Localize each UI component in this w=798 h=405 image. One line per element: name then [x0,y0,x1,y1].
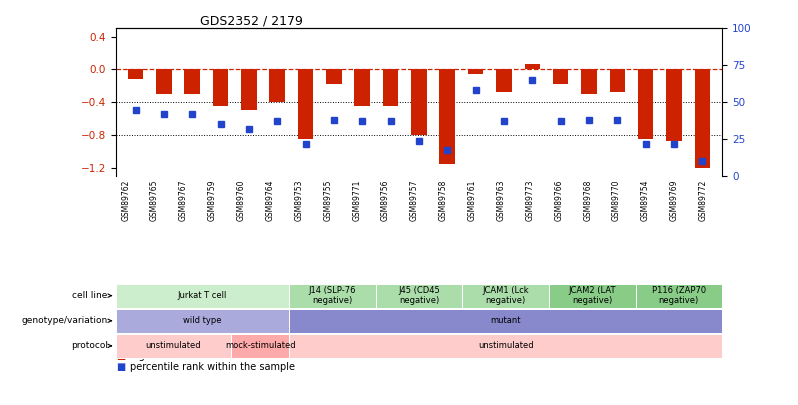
Text: GDS2352 / 2179: GDS2352 / 2179 [200,14,302,27]
Text: unstimulated: unstimulated [146,341,201,350]
Bar [184,69,200,94]
Text: GSM89754: GSM89754 [641,179,650,221]
Text: wild type: wild type [183,316,222,325]
Bar [694,69,710,168]
Text: J45 (CD45
negative): J45 (CD45 negative) [398,286,440,305]
Bar [553,69,568,84]
Text: GSM89758: GSM89758 [439,179,448,221]
Text: GSM89755: GSM89755 [323,179,332,221]
Text: ■: ■ [116,352,125,361]
Bar [298,69,314,139]
Text: GSM89773: GSM89773 [525,179,535,221]
Text: JCAM2 (LAT
negative): JCAM2 (LAT negative) [568,286,616,305]
Text: GSM89766: GSM89766 [555,179,563,221]
Bar [270,69,285,102]
Bar [241,69,257,111]
Text: GSM89756: GSM89756 [381,179,390,221]
Text: GSM89764: GSM89764 [266,179,275,221]
Bar [581,69,597,94]
Text: GSM89771: GSM89771 [352,179,361,221]
Bar [326,69,342,84]
Text: GSM89753: GSM89753 [294,179,303,221]
Text: percentile rank within the sample: percentile rank within the sample [130,362,295,371]
Text: GSM89762: GSM89762 [121,179,130,221]
Bar [496,69,512,92]
Text: GSM89757: GSM89757 [410,179,419,221]
Bar [128,69,144,79]
Text: genotype/variation: genotype/variation [22,316,108,325]
Text: Jurkat T cell: Jurkat T cell [178,291,227,300]
Bar [354,69,370,107]
Text: GSM89765: GSM89765 [150,179,159,221]
Bar [638,69,654,139]
Text: GSM89761: GSM89761 [468,179,476,221]
Text: cell line: cell line [73,291,108,300]
Text: mutant: mutant [490,316,521,325]
Text: unstimulated: unstimulated [478,341,533,350]
Text: GSM89770: GSM89770 [612,179,621,221]
Bar [666,69,681,141]
Text: GSM89769: GSM89769 [670,179,679,221]
Bar [524,64,540,69]
Bar [383,69,398,107]
Text: GSM89763: GSM89763 [496,179,506,221]
Text: GSM89760: GSM89760 [237,179,246,221]
Text: GSM89768: GSM89768 [583,179,592,221]
Text: P116 (ZAP70
negative): P116 (ZAP70 negative) [652,286,706,305]
Text: J14 (SLP-76
negative): J14 (SLP-76 negative) [309,286,356,305]
Text: GSM89772: GSM89772 [699,179,708,221]
Text: JCAM1 (Lck
negative): JCAM1 (Lck negative) [482,286,529,305]
Text: ■: ■ [116,362,125,371]
Bar [411,69,427,135]
Bar [440,69,455,164]
Bar [610,69,625,92]
Text: protocol: protocol [71,341,108,350]
Text: mock-stimulated: mock-stimulated [225,341,295,350]
Bar [468,69,484,74]
Text: GSM89759: GSM89759 [207,179,217,221]
Text: log2 ratio: log2 ratio [130,352,176,361]
Text: GSM89767: GSM89767 [179,179,188,221]
Bar [213,69,228,107]
Bar [156,69,172,94]
